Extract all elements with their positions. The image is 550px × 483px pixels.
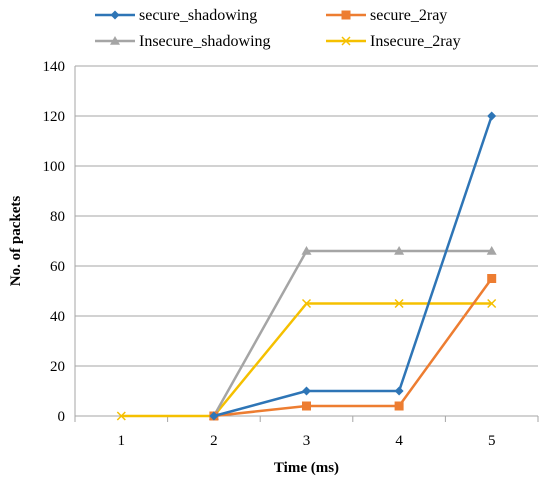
data-point	[487, 274, 497, 283]
data-point	[394, 298, 404, 309]
axes	[74, 66, 539, 422]
data-point	[301, 298, 312, 309]
y-tick-label: 100	[43, 159, 66, 175]
y-tick-label: 140	[43, 59, 66, 75]
tick-labels: 0 20 40 60 80 100 120 140 1 2 3 4 5	[43, 59, 496, 449]
data-point	[487, 298, 497, 309]
series-line-secure_2ray	[213, 277, 493, 418]
data-point	[394, 401, 404, 411]
x-axis-title: Time (ms)	[274, 460, 339, 476]
series-line-secure_shadowing	[213, 115, 493, 418]
data-point	[116, 411, 126, 421]
legend-marker	[110, 36, 120, 45]
legend-marker	[110, 10, 120, 20]
legend-marker	[341, 10, 351, 20]
y-tick-label: 60	[50, 259, 65, 275]
y-axis-title: No. of packets	[8, 196, 24, 287]
x-tick-label: 3	[303, 433, 311, 449]
legend-label: Insecure_shadowing	[139, 33, 271, 50]
legend-item-Insecure_shadowing: Insecure_shadowing	[95, 33, 271, 50]
gridlines	[75, 65, 538, 367]
legend-item-Insecure_2ray: Insecure_2ray	[326, 33, 461, 50]
data-point	[301, 246, 312, 255]
data-point	[487, 111, 497, 121]
series-line-Insecure_2ray	[121, 302, 492, 418]
y-tick-label: 40	[50, 309, 65, 325]
data-point	[486, 246, 497, 255]
data-point	[302, 386, 311, 396]
legend-label: secure_shadowing	[139, 7, 257, 24]
x-tick-label: 2	[210, 433, 218, 449]
x-tick-label: 5	[488, 433, 496, 449]
x-tick-label: 1	[118, 433, 126, 449]
series-lines	[116, 111, 497, 421]
data-point	[209, 411, 219, 421]
legend-item-secure_shadowing: secure_shadowing	[95, 7, 257, 24]
y-tick-label: 80	[50, 209, 65, 225]
data-point	[394, 246, 405, 255]
legend-label: Insecure_2ray	[370, 33, 461, 50]
data-point	[302, 401, 311, 411]
legend-label: secure_2ray	[370, 7, 447, 24]
legend: secure_shadowing secure_2ray Insecure_shad…	[95, 7, 461, 50]
y-tick-label: 0	[58, 409, 66, 425]
y-tick-label: 120	[43, 109, 66, 125]
legend-item-secure_2ray: secure_2ray	[326, 7, 447, 24]
data-point	[394, 386, 404, 396]
x-tick-label: 4	[395, 433, 403, 449]
y-tick-label: 20	[50, 359, 65, 375]
series-secure_shadowing	[209, 111, 497, 421]
legend-marker	[341, 36, 351, 46]
